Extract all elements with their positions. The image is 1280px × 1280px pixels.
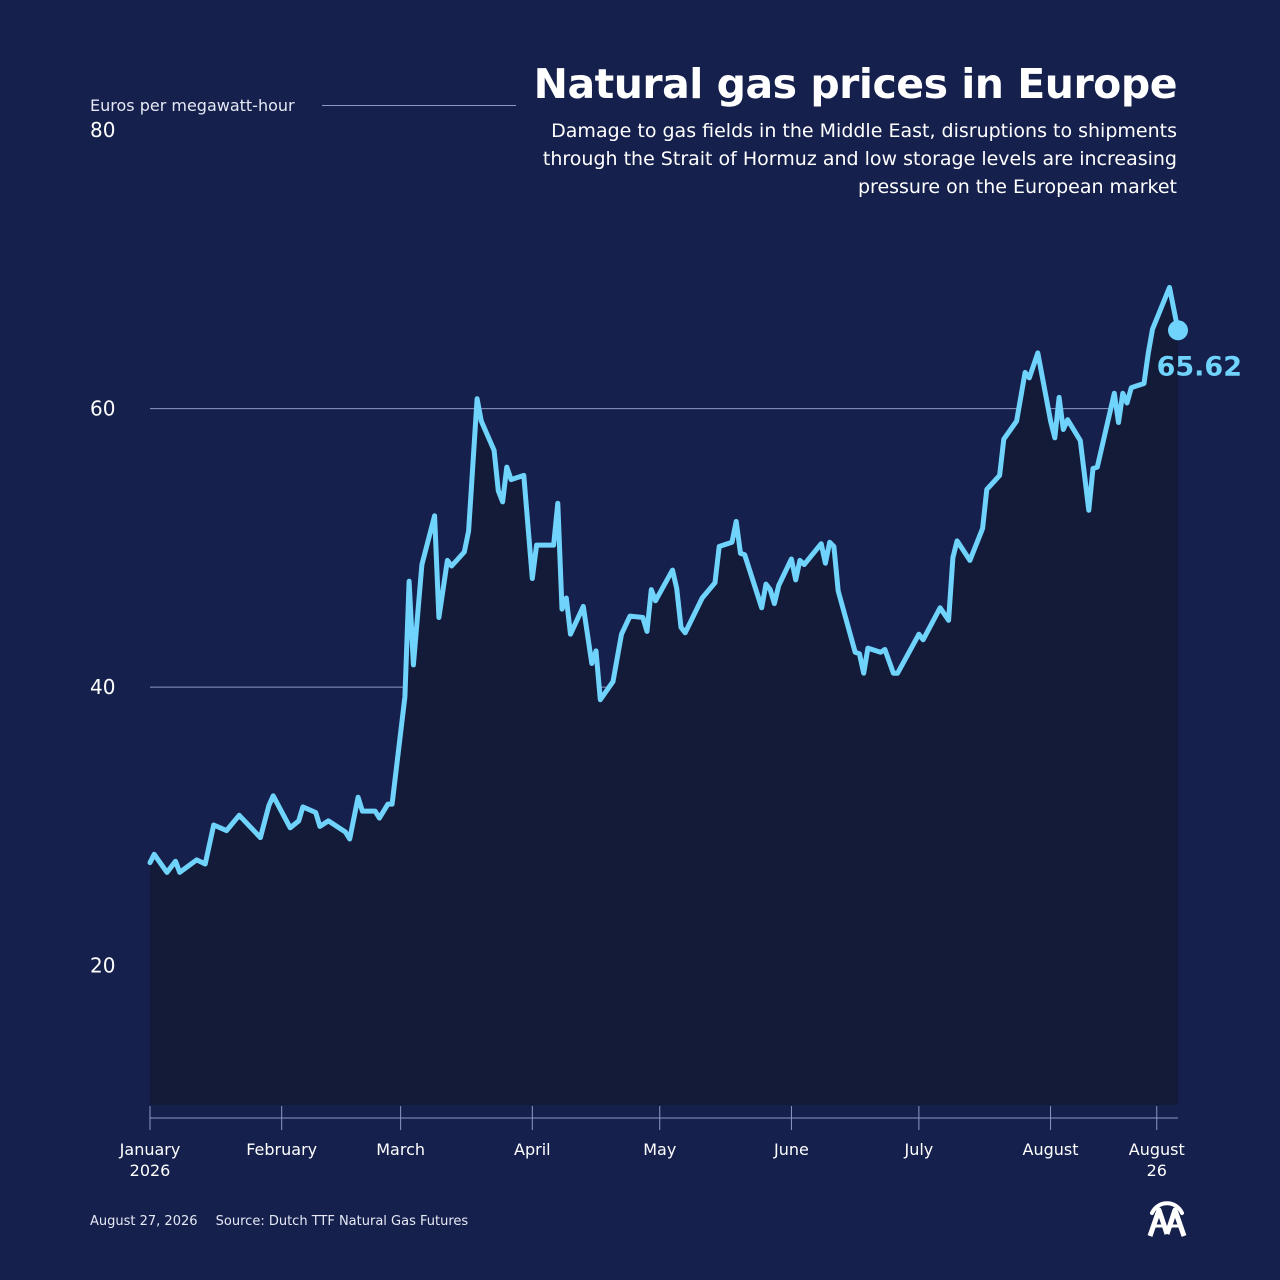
last-value-dot bbox=[1168, 320, 1188, 341]
x-tick-label: August bbox=[1023, 1140, 1079, 1159]
y-tick-label: 20 bbox=[90, 954, 115, 978]
x-tick-label: July bbox=[903, 1140, 933, 1159]
price-chart: 20 40 60 80 January 2026 February March April Ma… bbox=[90, 118, 1242, 1180]
x-tick-label: February bbox=[246, 1140, 317, 1159]
x-tick-sublabel: 26 bbox=[1147, 1161, 1167, 1180]
y-axis-unit-label: Euros per megawatt-hour bbox=[90, 96, 295, 115]
y-tick-label: 60 bbox=[90, 397, 115, 421]
aa-logo-icon bbox=[1147, 1201, 1187, 1237]
footer: August 27, 2026 Source: Dutch TTF Natura… bbox=[90, 1214, 468, 1229]
chart-title: Natural gas prices in Europe bbox=[533, 60, 1178, 108]
x-tick-label: June bbox=[773, 1140, 809, 1159]
x-tick-label: April bbox=[514, 1140, 551, 1159]
footer-source: Source: Dutch TTF Natural Gas Futures bbox=[215, 1214, 469, 1229]
unit-label-rule bbox=[322, 105, 516, 106]
x-tick-label: March bbox=[376, 1140, 425, 1159]
last-value-label: 65.62 bbox=[1157, 351, 1242, 382]
chart-subtitle: Damage to gas fields in the Middle East,… bbox=[542, 120, 1177, 198]
x-tick-label: May bbox=[643, 1140, 676, 1159]
y-tick-label: 80 bbox=[90, 118, 115, 142]
last-value-marker: 65.62 bbox=[1157, 320, 1242, 382]
x-axis: January 2026 February March April May June July… bbox=[119, 1106, 1185, 1180]
x-tick-label: August bbox=[1129, 1140, 1185, 1159]
x-tick-label: January bbox=[119, 1140, 181, 1159]
price-area bbox=[150, 287, 1178, 1105]
footer-date: August 27, 2026 bbox=[90, 1214, 198, 1229]
x-tick-sublabel: 2026 bbox=[130, 1161, 171, 1180]
price-line bbox=[147, 284, 1181, 875]
y-tick-label: 40 bbox=[90, 675, 115, 699]
